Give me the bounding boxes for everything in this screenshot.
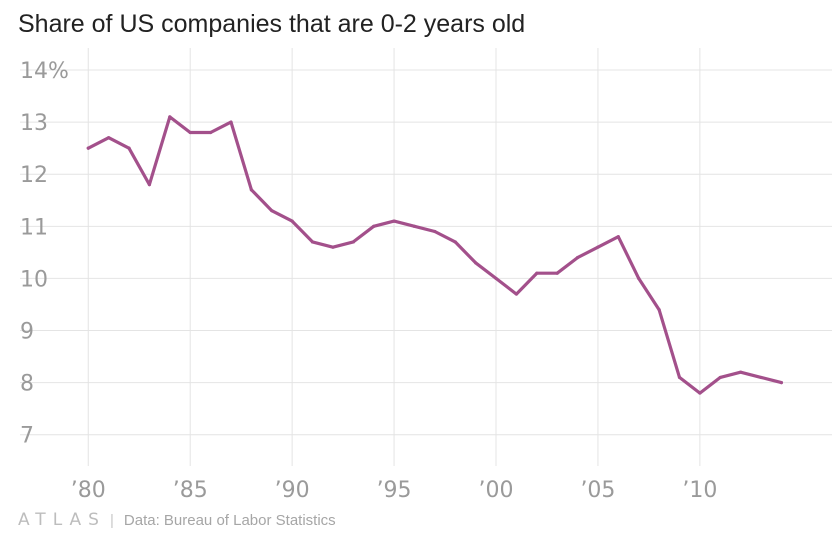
- data-point: [290, 219, 294, 223]
- data-point: [698, 391, 702, 395]
- x-tick-label: ’90: [275, 478, 310, 503]
- data-point: [168, 115, 172, 119]
- y-tick-label: 8: [20, 372, 34, 397]
- x-tick-label: ’00: [479, 478, 514, 503]
- series-line: [86, 115, 784, 395]
- y-axis-ticks: 7 8 9 10 11 12 13 14%: [20, 59, 69, 449]
- data-point: [331, 245, 335, 249]
- y-tick-label: 7: [20, 424, 34, 449]
- footer: ATLAS | Data: Bureau of Labor Statistics: [18, 510, 336, 530]
- x-tick-label: ’10: [682, 478, 717, 503]
- data-point: [107, 136, 111, 140]
- data-point: [86, 146, 90, 150]
- data-point: [229, 120, 233, 124]
- data-point: [535, 271, 539, 275]
- data-point: [392, 219, 396, 223]
- data-point: [494, 276, 498, 281]
- data-point: [249, 188, 253, 192]
- data-point: [127, 146, 131, 150]
- data-point: [779, 381, 784, 385]
- x-tick-label: ’85: [173, 478, 208, 503]
- x-tick-label: ’05: [580, 478, 615, 503]
- data-point: [637, 276, 641, 281]
- data-point: [433, 229, 437, 234]
- data-point: [412, 224, 417, 228]
- x-tick-label: ’95: [377, 478, 412, 503]
- data-point: [351, 240, 355, 244]
- x-tick-label: ’80: [71, 478, 106, 503]
- y-tick-label: 12: [20, 163, 48, 188]
- data-point: [147, 183, 152, 187]
- data-point: [596, 245, 600, 249]
- data-source: Data: Bureau of Labor Statistics: [123, 511, 336, 529]
- data-point: [208, 130, 213, 135]
- data-point: [372, 224, 376, 228]
- data-point: [759, 375, 763, 380]
- data-point: [575, 255, 580, 260]
- data-point: [657, 308, 661, 312]
- y-tick-label: 13: [20, 111, 48, 136]
- data-point: [453, 240, 457, 244]
- gridlines: [20, 48, 832, 466]
- y-tick-label: 14%: [20, 59, 69, 84]
- y-tick-label: 9: [20, 320, 34, 345]
- data-point: [474, 261, 478, 265]
- data-point: [514, 292, 518, 296]
- data-point: [616, 235, 620, 239]
- chart-title: Share of US companies that are 0-2 years…: [18, 10, 526, 38]
- atlas-logo: ATLAS: [18, 510, 106, 530]
- data-point: [739, 370, 743, 374]
- data-point: [188, 130, 192, 135]
- data-point: [310, 240, 315, 244]
- y-tick-label: 11: [20, 215, 48, 240]
- data-point: [677, 375, 682, 380]
- data-point: [270, 209, 274, 213]
- series-group: [86, 115, 784, 395]
- footer-separator: |: [109, 511, 114, 529]
- data-point: [555, 271, 559, 275]
- x-axis-ticks: ’80 ’85 ’90 ’95 ’00 ’05 ’10: [71, 478, 718, 503]
- data-point: [718, 375, 722, 380]
- y-tick-label: 10: [20, 267, 48, 292]
